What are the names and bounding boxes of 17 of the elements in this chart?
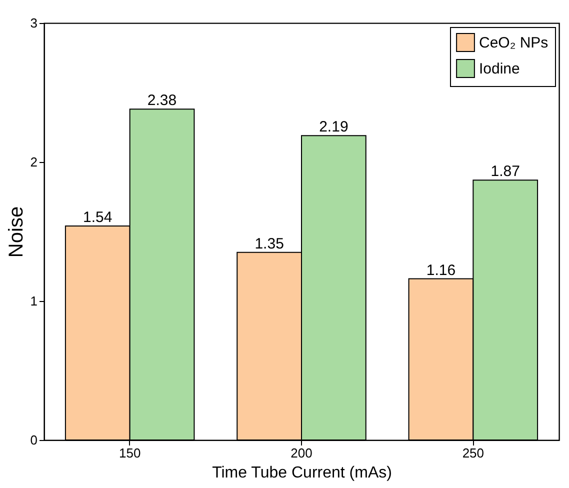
x-axis-title: Time Tube Current (mAs) bbox=[212, 464, 392, 482]
y-tick-label: 1 bbox=[30, 294, 38, 308]
x-tick-label: 200 bbox=[290, 446, 312, 460]
data-label: 2.38 bbox=[147, 92, 177, 110]
data-label: 1.87 bbox=[490, 163, 520, 180]
legend-label: Iodine bbox=[479, 60, 520, 78]
y-axis-title: Noise bbox=[5, 206, 28, 258]
y-tick-label: 3 bbox=[30, 16, 38, 30]
data-label: 1.16 bbox=[426, 262, 456, 279]
data-label: 1.35 bbox=[254, 235, 284, 252]
legend-label: CeO₂ NPs bbox=[479, 34, 548, 52]
y-tick-label: 0 bbox=[30, 432, 38, 448]
data-label: 1.54 bbox=[83, 208, 112, 226]
x-tick-label: 150 bbox=[118, 446, 141, 460]
y-tick-label: 2 bbox=[30, 154, 38, 170]
data-label: 2.19 bbox=[319, 118, 348, 136]
x-tick-label: 250 bbox=[462, 446, 484, 460]
